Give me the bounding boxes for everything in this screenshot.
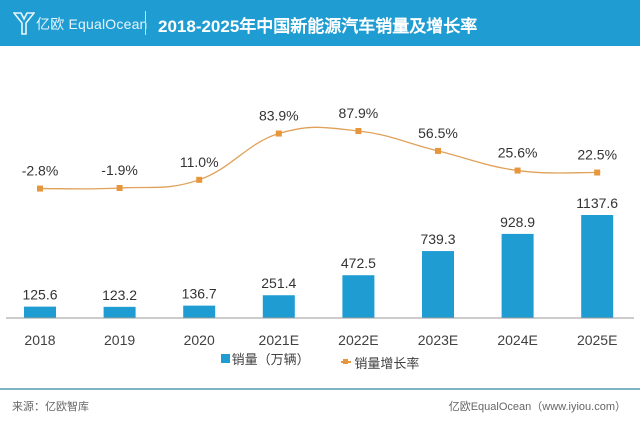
equalocean-logo-icon <box>13 12 35 35</box>
legend: 销量（万辆） 销量增长率 <box>0 349 640 372</box>
logo-text: 亿欧 EqualOcean <box>36 16 148 32</box>
chart-area: 125.6 2018 -2.8% 123.2 2019 -1.9% 136.7 2020 11.… <box>6 105 634 346</box>
growth-marker-2018 <box>37 185 43 192</box>
x-tick-2025E: 2025E <box>577 332 617 346</box>
bar-label-2019: 123.2 <box>102 287 137 303</box>
legend-line-swatch-icon <box>341 359 352 364</box>
growth-marker-2021E <box>275 130 282 137</box>
bar-label-2021E: 251.4 <box>261 275 296 291</box>
legend-sales-label: 销量（万辆） <box>231 352 310 367</box>
labels-layer: 125.6 2018 -2.8% 123.2 2019 -1.9% 136.7 2020 11.… <box>22 105 619 346</box>
bar-2024E <box>501 233 534 318</box>
bar-label-2022E: 472.5 <box>341 255 376 271</box>
markers-layer <box>37 128 601 192</box>
bar-2019 <box>103 306 136 318</box>
growth-marker-2023E <box>435 147 441 154</box>
growth-rate-line <box>39 126 598 190</box>
bar-2021E <box>262 295 295 318</box>
growth-marker-2019 <box>116 185 123 191</box>
bar-label-2025E: 1137.6 <box>576 195 618 211</box>
header-divider <box>145 11 146 35</box>
x-tick-2024E: 2024E <box>497 332 537 346</box>
growth-label-2021E: 83.9% <box>259 108 299 124</box>
growth-label-2025E: 22.5% <box>577 147 617 163</box>
footer-credit: 亿欧EqualOcean（www.iyiou.com） <box>448 401 626 413</box>
footer-divider <box>0 388 640 390</box>
x-tick-2018: 2018 <box>24 332 55 346</box>
growth-marker-2024E <box>514 167 521 174</box>
x-tick-2023E: 2023E <box>418 332 458 346</box>
header-bar: 亿欧 EqualOcean 2018-2025年中国新能源汽车销量及增长率 <box>0 0 640 46</box>
growth-label-2018: -2.8% <box>22 163 59 179</box>
bar-2023E <box>422 251 454 318</box>
growth-marker-2022E <box>355 128 362 134</box>
bar-label-2020: 136.7 <box>182 286 217 302</box>
bar-label-2023E: 739.3 <box>420 231 455 247</box>
legend-item-sales: 销量（万辆） <box>220 349 310 368</box>
legend-item-growth: 销量增长率 <box>341 353 419 372</box>
bar-2022E <box>342 275 375 318</box>
x-tick-2022E: 2022E <box>338 332 378 346</box>
bar-2025E <box>581 215 614 318</box>
bar-label-2024E: 928.9 <box>500 214 535 230</box>
bars-layer <box>24 215 614 318</box>
source-note: 来源：亿欧智库 <box>12 401 89 413</box>
bar-label-2018: 125.6 <box>22 287 57 303</box>
growth-label-2023E: 56.5% <box>418 125 458 141</box>
page-title: 2018-2025年中国新能源汽车销量及增长率 <box>158 17 478 36</box>
x-tick-2019: 2019 <box>104 332 135 346</box>
growth-label-2022E: 87.9% <box>339 105 379 121</box>
legend-growth-label: 销量增长率 <box>354 355 420 371</box>
growth-label-2024E: 25.6% <box>498 145 538 161</box>
legend-bar-swatch-icon <box>220 354 230 363</box>
growth-label-2020: 11.0% <box>180 154 219 170</box>
x-tick-2021E: 2021E <box>259 332 299 346</box>
bar-2020 <box>183 305 216 318</box>
growth-label-2019: -1.9% <box>101 162 138 178</box>
bar-2018 <box>24 306 56 318</box>
growth-marker-2020 <box>196 176 203 183</box>
x-tick-2020: 2020 <box>184 332 215 346</box>
growth-marker-2025E <box>594 169 601 176</box>
